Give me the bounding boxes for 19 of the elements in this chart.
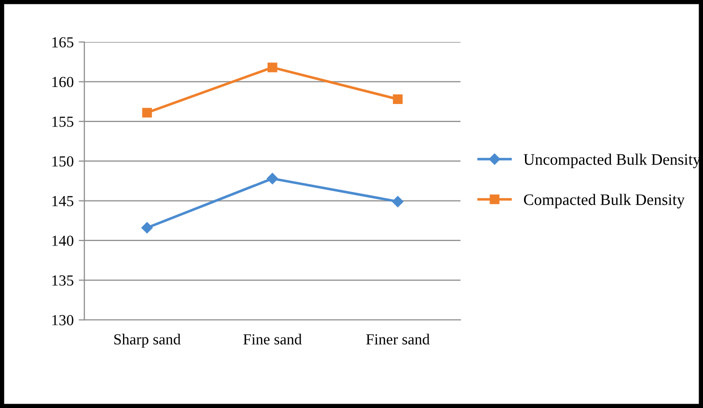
point xyxy=(142,108,152,118)
x-tick-label: Finer sand xyxy=(366,334,430,345)
point xyxy=(392,196,404,208)
point xyxy=(141,222,153,234)
x-tick-label: Sharp sand xyxy=(114,334,181,348)
y-tick-label: 150 xyxy=(52,156,74,167)
point xyxy=(266,172,278,184)
y-tick-label: 165 xyxy=(52,37,74,48)
y-tick-label: 160 xyxy=(52,76,74,88)
legend-label: Compacted Bulk Density xyxy=(524,194,685,208)
legend-label: Uncompacted Bulk Density xyxy=(524,154,701,168)
point xyxy=(268,62,278,72)
y-tick-label: 135 xyxy=(52,275,74,286)
x-tick-label: Fine sand xyxy=(243,334,302,345)
y-tick-label: 130 xyxy=(52,315,74,326)
y-tick-label: 145 xyxy=(52,196,74,206)
y-tick-label: 155 xyxy=(52,116,74,127)
y-tick-label: 140 xyxy=(52,236,74,246)
point xyxy=(392,94,403,104)
